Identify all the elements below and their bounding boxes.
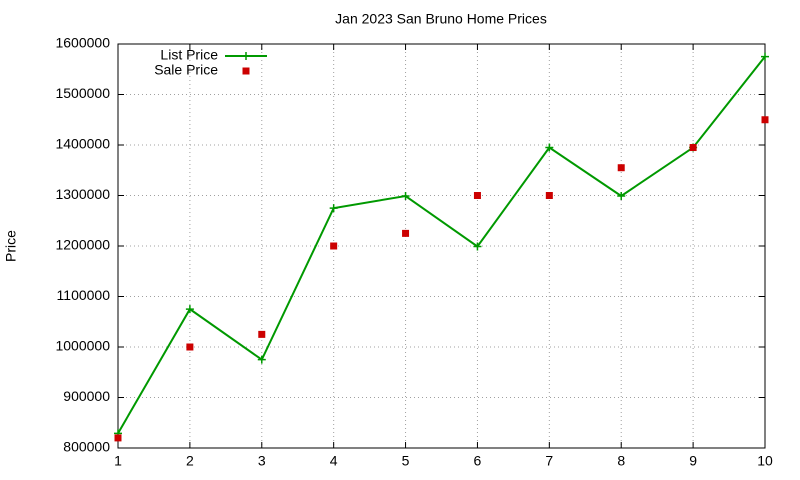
point (761, 116, 769, 124)
x-tick-label: 10 (757, 453, 773, 469)
y-tick-label: 1000000 (55, 338, 110, 354)
point (330, 242, 338, 250)
point (473, 242, 482, 251)
point (545, 192, 553, 199)
y-tick-label: 1400000 (55, 136, 110, 152)
point (689, 144, 697, 152)
y-tick-label: 1500000 (55, 85, 110, 101)
point (257, 355, 266, 364)
x-tick-label: 4 (330, 453, 338, 469)
y-tick-label: 1300000 (55, 186, 110, 202)
point (185, 305, 194, 314)
y-tick-label: 800000 (63, 439, 110, 455)
y-axis-label: Price (3, 230, 19, 262)
x-tick-label: 8 (617, 453, 625, 469)
y-tick-label: 900000 (63, 388, 110, 404)
legend-marker (242, 52, 250, 60)
x-tick-label: 2 (186, 453, 194, 469)
point (401, 192, 410, 201)
point (186, 343, 194, 351)
y-tick-label: 1200000 (55, 237, 110, 253)
legend-marker (242, 67, 250, 75)
y-tick-label: 1600000 (55, 35, 110, 51)
point (329, 204, 338, 213)
x-tick-label: 6 (474, 453, 482, 469)
point (617, 164, 625, 172)
point (473, 192, 481, 199)
legend-label: Sale Price (154, 62, 218, 78)
series-line (117, 56, 766, 434)
point (114, 434, 122, 442)
point (545, 143, 554, 152)
point (761, 52, 769, 61)
plot-border (117, 43, 766, 449)
x-tick-label: 7 (545, 453, 553, 469)
point (617, 192, 626, 201)
x-tick-label: 5 (402, 453, 410, 469)
x-tick-label: 3 (258, 453, 266, 469)
y-tick-label: 1100000 (57, 287, 111, 303)
point (402, 229, 410, 237)
x-tick-label: 9 (689, 453, 697, 469)
x-tick-label: 1 (114, 453, 122, 469)
point (258, 330, 266, 338)
legend-label: List Price (160, 47, 218, 63)
chart-title: Jan 2023 San Bruno Home Prices (335, 11, 547, 27)
